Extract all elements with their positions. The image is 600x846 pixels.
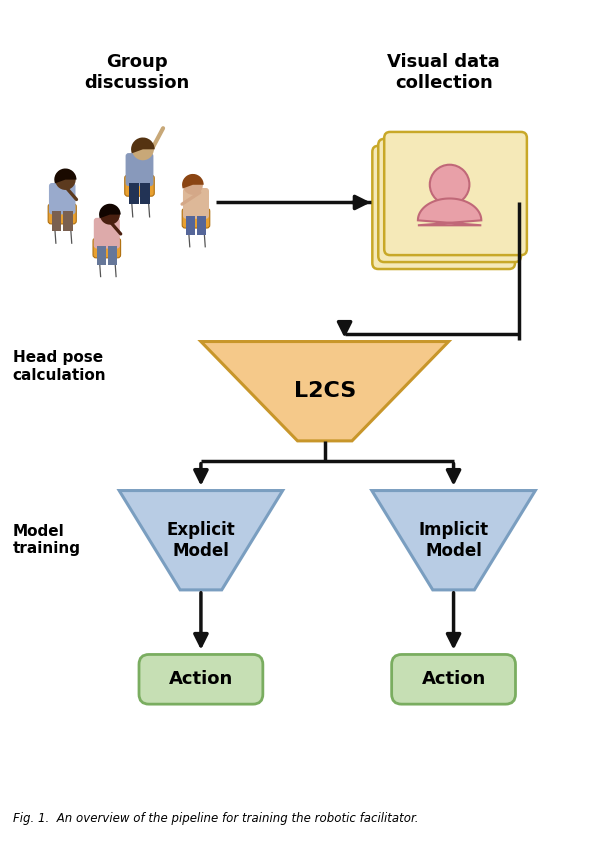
Circle shape [100,205,120,225]
Polygon shape [97,245,106,265]
Text: Fig. 1.  An overview of the pipeline for training the robotic facilitator.: Fig. 1. An overview of the pipeline for … [13,812,418,825]
FancyBboxPatch shape [94,217,120,249]
Polygon shape [372,491,535,590]
Text: Action: Action [421,670,485,689]
FancyBboxPatch shape [93,238,121,258]
Circle shape [55,169,76,190]
FancyBboxPatch shape [183,188,209,219]
Polygon shape [128,183,139,204]
FancyBboxPatch shape [373,146,515,269]
FancyBboxPatch shape [125,153,154,186]
Text: Head pose
calculation: Head pose calculation [13,350,106,382]
Polygon shape [52,212,61,231]
Wedge shape [182,174,203,189]
Polygon shape [63,212,73,231]
FancyBboxPatch shape [48,204,76,224]
Text: Explicit
Model: Explicit Model [167,521,235,559]
Text: Model
training: Model training [13,524,80,557]
FancyBboxPatch shape [392,655,515,704]
FancyBboxPatch shape [139,655,263,704]
FancyBboxPatch shape [378,139,521,262]
Polygon shape [119,491,283,590]
Polygon shape [186,216,195,235]
Polygon shape [418,199,481,225]
Text: Action: Action [169,670,233,689]
FancyBboxPatch shape [182,208,210,228]
Text: L2CS: L2CS [293,382,356,401]
FancyBboxPatch shape [49,183,76,214]
Circle shape [183,175,203,195]
Wedge shape [99,204,121,218]
Polygon shape [140,183,151,204]
Polygon shape [107,245,117,265]
Polygon shape [197,216,206,235]
Wedge shape [131,138,155,153]
Text: Implicit
Model: Implicit Model [419,521,488,559]
Polygon shape [201,342,449,441]
Circle shape [132,139,154,160]
Text: Group
discussion: Group discussion [84,53,189,92]
Wedge shape [54,168,76,184]
FancyBboxPatch shape [125,175,154,196]
Circle shape [430,165,469,205]
FancyBboxPatch shape [384,132,527,255]
Text: Visual data
collection: Visual data collection [387,53,500,92]
